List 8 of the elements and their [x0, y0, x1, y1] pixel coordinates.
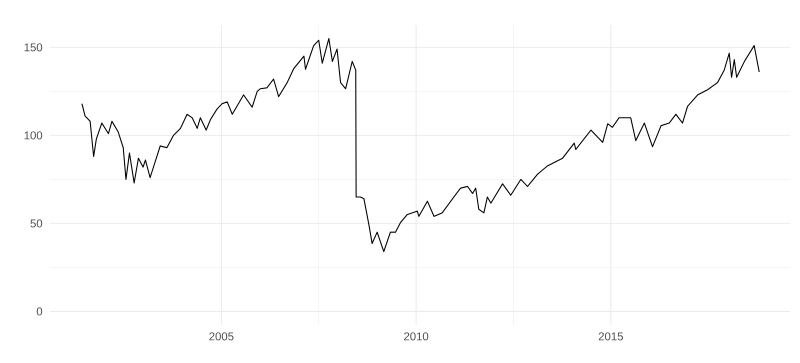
y-tick-label: 100 [24, 131, 42, 140]
x-tick-label: 2015 [598, 332, 623, 340]
line-series [81, 38, 760, 252]
y-tick-label: 0 [36, 307, 42, 316]
x-tick-label: 2010 [404, 332, 428, 340]
x-tick-label: 2005 [209, 332, 234, 340]
y-tick-label: 50 [30, 219, 42, 228]
y-tick-label: 150 [24, 43, 42, 52]
